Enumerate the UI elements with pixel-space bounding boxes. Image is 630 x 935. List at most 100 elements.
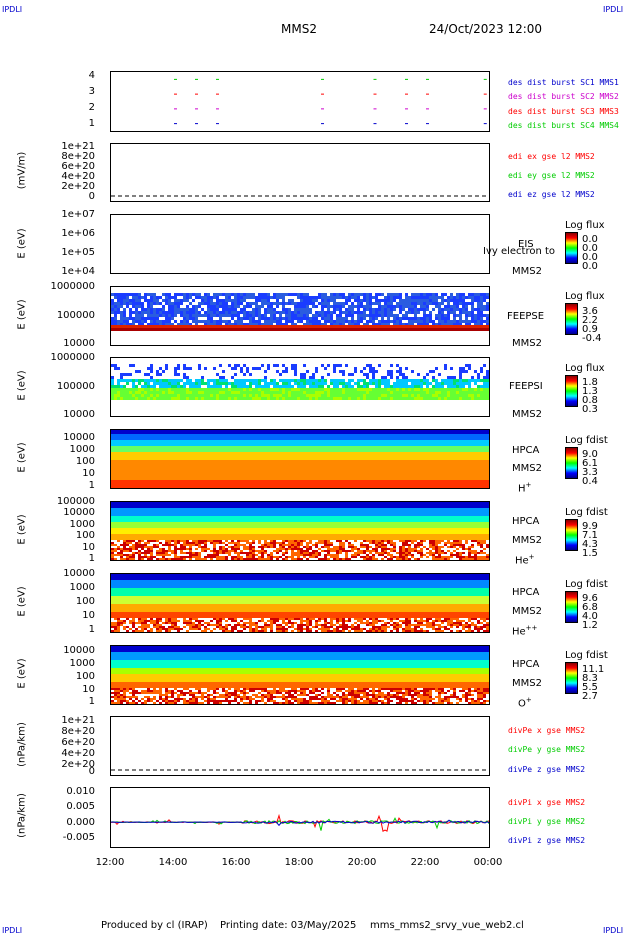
spectrogram-cell	[447, 382, 450, 385]
spectrogram-cell	[141, 486, 144, 488]
spectrogram-cell	[171, 446, 174, 448]
spectrogram-cell	[294, 440, 297, 442]
spectrogram-cell	[396, 293, 399, 296]
spectrogram-cell	[405, 305, 408, 308]
spectrogram-cell	[348, 379, 351, 382]
spectrogram-cell	[249, 450, 252, 452]
spectrogram-cell	[225, 317, 228, 320]
spectrogram-cell	[126, 446, 129, 448]
spectrogram-cell	[276, 476, 279, 478]
spectrogram-cell	[390, 364, 393, 367]
spectrogram-cell	[303, 311, 306, 314]
spectrogram-cell	[231, 440, 234, 442]
spectrogram-cell	[225, 450, 228, 452]
spectrogram-cell	[255, 376, 258, 379]
spectrogram-cell	[219, 440, 222, 442]
instrument-label: FEEPSE	[507, 311, 544, 322]
spectrogram-cell	[153, 448, 156, 450]
spectrogram-cell	[366, 394, 369, 397]
spectrogram-cell	[189, 474, 192, 476]
spectrogram-cell	[123, 460, 126, 462]
spectrogram-cell	[144, 379, 147, 382]
spectrogram-cell	[348, 302, 351, 305]
spectrogram-cell	[297, 444, 300, 446]
spectrogram-cell	[177, 305, 180, 308]
spectrogram-cell	[276, 364, 279, 367]
spectrogram-cell	[147, 476, 150, 478]
spectrogram-cell	[195, 305, 198, 308]
burst-plot	[111, 72, 489, 131]
spectrogram-cell	[177, 436, 180, 438]
spectrogram-cell	[336, 388, 339, 391]
spectrogram-cell	[138, 320, 141, 323]
spectrogram-cell	[477, 373, 480, 376]
spectrogram-cell	[237, 394, 240, 397]
spectrogram-cell	[189, 302, 192, 305]
spectrogram-cell	[291, 486, 294, 488]
spectrogram-cell	[486, 382, 489, 385]
spectrogram-cell	[162, 308, 165, 311]
spectrogram-cell	[228, 430, 231, 432]
spectrogram-cell	[267, 470, 270, 472]
spectrogram-cell	[282, 452, 285, 454]
spectrogram-cell	[120, 458, 123, 460]
spectrogram-cell	[225, 397, 228, 400]
spectrogram-cell	[222, 466, 225, 468]
spectrogram-cell	[306, 376, 309, 379]
spectrogram-cell	[162, 317, 165, 320]
spectrogram-cell	[138, 308, 141, 311]
spectrogram-cell	[150, 460, 153, 462]
spectrogram-cell	[240, 320, 243, 323]
spectrogram-cell	[306, 391, 309, 394]
spectrogram-cell	[177, 432, 180, 434]
spectrogram-cell	[264, 302, 267, 305]
spectrogram-cell	[162, 397, 165, 400]
spectrogram-cell	[219, 474, 222, 476]
spectrogram-cell	[312, 391, 315, 394]
spectrogram-cell	[153, 376, 156, 379]
spectrogram-cell	[279, 302, 282, 305]
spectrogram-cell	[138, 430, 141, 432]
spectrogram-cell	[336, 367, 339, 370]
spectrogram-cell	[327, 308, 330, 311]
spectrogram-cell	[111, 370, 114, 373]
spectrogram-cell	[432, 367, 435, 370]
spectrogram-cell	[291, 397, 294, 400]
spectrogram-cell	[132, 379, 135, 382]
spectrogram-cell	[144, 484, 147, 486]
spectrogram-cell	[282, 438, 285, 440]
spectrogram-cell	[219, 373, 222, 376]
spectrogram-cell	[324, 305, 327, 308]
spectrogram-cell	[309, 299, 312, 302]
spectrogram-cell	[291, 448, 294, 450]
spectrogram-cell	[177, 434, 180, 436]
spectrogram-cell	[276, 320, 279, 323]
spectrogram-cell	[252, 482, 255, 484]
spectrogram-cell	[180, 438, 183, 440]
spectrogram-cell	[207, 452, 210, 454]
spectrogram-cell	[429, 370, 432, 373]
spectrogram-cell	[435, 388, 438, 391]
spectrogram-cell	[168, 385, 171, 388]
ytick: 1e+07	[25, 209, 95, 220]
spectrogram-cell	[270, 432, 273, 434]
spectrogram-cell	[117, 480, 120, 482]
spectrogram-cell	[180, 470, 183, 472]
spectrogram-cell	[258, 480, 261, 482]
spectrogram-cell	[294, 450, 297, 452]
spectrogram-cell	[138, 296, 141, 299]
spectrogram-cell	[192, 446, 195, 448]
spectrogram-cell	[246, 299, 249, 302]
spectrogram-cell	[126, 373, 129, 376]
spectrogram-cell	[318, 317, 321, 320]
spectrogram-cell	[147, 293, 150, 296]
spectrogram-cell	[249, 480, 252, 482]
spectrogram-cell	[138, 448, 141, 450]
spectrogram-cell	[297, 376, 300, 379]
spectrogram-cell	[234, 470, 237, 472]
spectrogram-cell	[189, 486, 192, 488]
spectrogram-cell	[297, 311, 300, 314]
spectrogram-cell	[297, 302, 300, 305]
spectrogram-cell	[162, 364, 165, 367]
spectrogram-cell	[165, 440, 168, 442]
